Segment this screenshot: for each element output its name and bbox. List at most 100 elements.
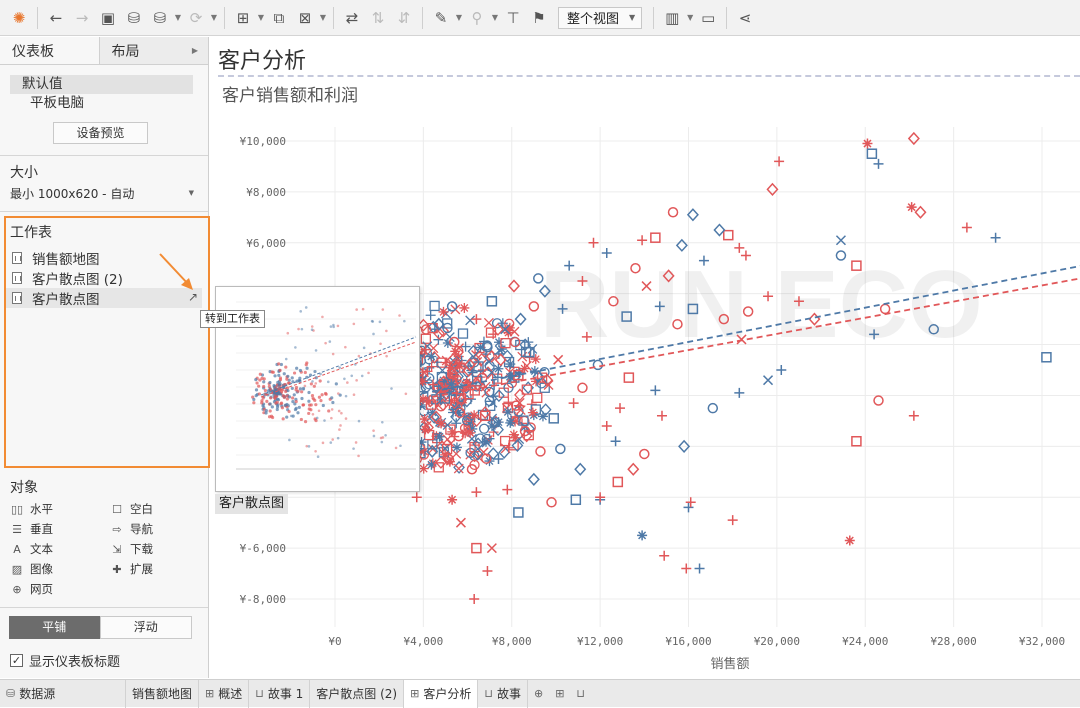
tab-story[interactable]: ⊔ 故事 [478,679,528,708]
new-dashboard-tab-icon[interactable]: ⊞ [555,687,565,700]
object-navigation[interactable]: ⇨ 导航 [110,521,210,537]
dropdown-caret-icon[interactable]: ▼ [319,13,327,22]
data-point [532,370,545,383]
object-vertical[interactable]: ☰ 垂直 [10,521,110,537]
highlight-icon[interactable]: ✎ [434,8,448,27]
object-extension[interactable]: ✚ 扩展 [110,561,210,577]
object-horizontal[interactable]: ▯▯ 水平 [10,501,110,517]
object-image[interactable]: ▨ 图像 [10,561,110,577]
data-point [449,336,460,348]
object-blank[interactable]: ☐ 空白 [110,501,210,517]
data-point [667,206,679,218]
data-point [429,300,440,312]
thumb-point [291,396,295,400]
swap-axes-icon[interactable]: ⇄ [345,8,359,27]
thumb-point [311,380,314,383]
tab-story-1[interactable]: ⊔ 故事 1 [249,679,311,708]
new-datasource-icon[interactable]: ⛁ [127,8,141,27]
tab-layout[interactable]: 布局 ▶ [98,37,208,64]
pause-updates-icon[interactable]: ⛁ [153,8,167,27]
x-tick-label: ¥4,000 [404,635,444,648]
thumb-point [398,314,401,317]
thumb-point [309,408,313,412]
data-point [531,376,542,387]
data-point [448,396,461,410]
worksheet-item-customer-scatter[interactable]: 客户散点图 ↗ [6,288,202,308]
data-point [463,412,474,423]
tab-overview[interactable]: ⊞ 概述 [199,679,250,708]
group-members-icon[interactable]: ⚲ [471,8,483,27]
object-download[interactable]: ⇲ 下载 [110,541,210,557]
data-point [574,462,587,476]
worksheet-item-customer-scatter-2[interactable]: 客户散点图 (2) [6,268,208,288]
show-cards-icon[interactable]: ▥ [665,8,680,27]
data-point [510,400,522,411]
thumb-point [289,414,293,418]
dropdown-caret-icon[interactable]: ▼ [455,13,463,22]
go-to-sheet-icon[interactable]: ↗ [187,290,198,304]
data-point [474,433,486,444]
undo-icon[interactable]: ← [49,8,63,27]
dropdown-caret-icon[interactable]: ▼ [174,13,182,22]
worksheet-label: 销售额地图 [32,252,100,268]
data-point [448,407,459,418]
new-worksheet-icon[interactable]: ⊞ [236,8,250,27]
tab-customer-scatter-2[interactable]: 客户散点图 (2) [310,679,405,708]
data-point [450,374,461,385]
fix-axes-icon[interactable]: ⚑ [532,8,546,27]
checkbox-checked-icon[interactable]: ✓ [10,654,23,667]
data-point [427,410,440,424]
thumb-point [303,420,308,424]
dropdown-caret-icon[interactable]: ▼ [687,13,694,22]
object-web[interactable]: ⊕ 网页 [10,581,110,597]
size-select[interactable]: 最小 1000x620 - 自动 ▼ [10,184,194,202]
data-point [532,392,543,403]
floating-button[interactable]: 浮动 [99,616,192,639]
object-text[interactable]: A 文本 [10,541,110,557]
fit-view-select[interactable]: 整个视图 ▼ [558,6,643,29]
dropdown-caret-icon[interactable]: ▼ [210,13,218,22]
thumb-point [336,324,340,328]
tiled-button[interactable]: 平铺 [9,616,100,639]
dropdown-caret-icon[interactable]: ▼ [491,13,499,22]
new-story-tab-icon[interactable]: ⊔ [576,687,585,700]
data-point [461,377,472,388]
dropdown-caret-icon[interactable]: ▼ [257,13,265,22]
redo-icon[interactable]: → [75,8,89,27]
data-point [486,296,498,307]
thumb-point [262,380,266,384]
thumb-point [344,394,348,398]
title-divider [218,75,1080,77]
clear-sheet-icon[interactable]: ⊠ [298,8,312,27]
refresh-icon[interactable]: ⟳ [189,8,203,27]
data-point [453,463,464,474]
device-default[interactable]: 默认值 [10,75,193,94]
thumb-point [307,403,312,407]
show-title-option[interactable]: ✓ 显示仪表板标题 [10,651,208,670]
sort-ascending-icon[interactable]: ⇅ [371,8,385,27]
tab-customer-analysis[interactable]: ⊞ 客户分析 [404,679,479,708]
dashboard-icon: ⊞ [205,687,215,700]
show-mark-labels-icon[interactable]: ⊤ [506,8,520,27]
y-tick-label: ¥-8,000 [240,593,286,606]
data-point [427,379,438,390]
share-icon[interactable]: ⋖ [738,8,752,27]
thumb-point [278,378,283,382]
device-preview-button[interactable]: 设备预览 [53,122,148,144]
tableau-logo-icon[interactable]: ✺ [12,8,26,27]
presentation-mode-icon[interactable]: ▭ [701,8,716,27]
worksheet-item-sales-map[interactable]: 销售额地图 [6,248,208,268]
tab-datasource[interactable]: ⛁ 数据源 [0,679,126,708]
duplicate-sheet-icon[interactable]: ⧉ [273,8,285,27]
save-icon[interactable]: ▣ [100,8,116,27]
tab-dashboard[interactable]: 仪表板 [0,37,99,64]
new-worksheet-tab-icon[interactable]: ⊕ [533,687,544,700]
sort-descending-icon[interactable]: ⇵ [397,8,411,27]
thumb-point [285,415,289,419]
thumb-point [384,433,387,437]
data-point [862,138,873,149]
tab-sales-map[interactable]: 销售额地图 [126,679,200,708]
data-point [510,416,521,427]
device-tablet[interactable]: 平板电脑 [30,95,84,111]
thumb-point [314,382,318,385]
